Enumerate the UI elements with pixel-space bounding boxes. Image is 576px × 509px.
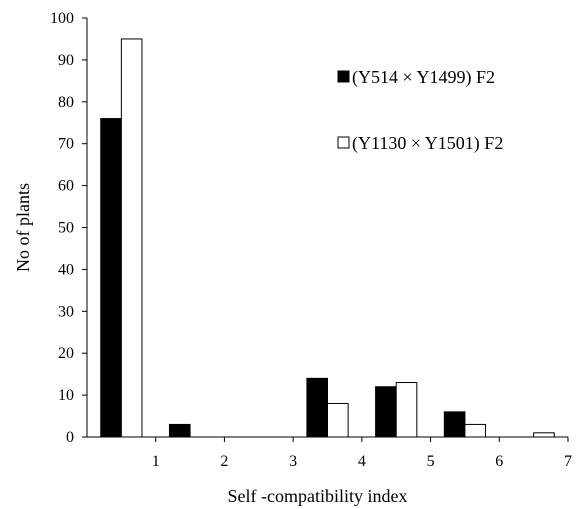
x-tick-label: 6 bbox=[495, 453, 503, 470]
y-tick-label: 100 bbox=[50, 10, 74, 27]
bars-layer bbox=[100, 38, 555, 438]
y-tick-label: 30 bbox=[58, 303, 74, 320]
y-tick-label: 10 bbox=[58, 387, 74, 404]
bar-series-2 bbox=[327, 402, 349, 438]
legend-swatch-1 bbox=[337, 70, 350, 83]
x-tick-label: 3 bbox=[289, 453, 297, 470]
bar-series-1 bbox=[306, 377, 328, 438]
x-tick-label: 7 bbox=[564, 453, 572, 470]
x-tick-label: 4 bbox=[358, 453, 366, 470]
y-tick-label: 20 bbox=[58, 345, 74, 362]
y-tick-label: 60 bbox=[58, 178, 74, 195]
x-tick-label: 2 bbox=[220, 453, 228, 470]
legend-label-2: (Y1130 × Y1501) F2 bbox=[352, 133, 503, 154]
legend-swatch-2 bbox=[337, 136, 350, 149]
bar-series-2 bbox=[533, 432, 555, 438]
bar-series-1 bbox=[100, 118, 122, 438]
bar-series-1 bbox=[443, 411, 466, 438]
x-axis-title: Self -compatibility index bbox=[228, 486, 408, 506]
y-tick-label: 50 bbox=[58, 220, 74, 237]
bar-series-2 bbox=[120, 38, 143, 438]
y-tick-label: 80 bbox=[58, 94, 74, 111]
legend-label-1: (Y514 × Y1499) F2 bbox=[352, 67, 495, 88]
y-axis-ticks: 0 10 20 30 40 50 60 70 80 90 100 bbox=[50, 10, 87, 446]
x-tick-label: 1 bbox=[152, 453, 160, 470]
y-tick-label: 0 bbox=[66, 429, 74, 446]
legend: (Y514 × Y1499) F2 (Y1130 × Y1501) F2 bbox=[337, 67, 503, 154]
y-tick-label: 70 bbox=[58, 136, 74, 153]
x-tick-label: 5 bbox=[427, 453, 435, 470]
y-axis-title: No of plants bbox=[13, 183, 33, 272]
x-axis-ticks: 1 2 3 4 5 6 7 bbox=[152, 437, 572, 470]
y-tick-label: 40 bbox=[58, 261, 74, 278]
bar-series-1 bbox=[168, 423, 191, 438]
bar-series-2 bbox=[395, 382, 418, 438]
bar-series-2 bbox=[464, 423, 487, 438]
y-tick-label: 90 bbox=[58, 52, 74, 69]
bar-series-1 bbox=[375, 386, 397, 438]
